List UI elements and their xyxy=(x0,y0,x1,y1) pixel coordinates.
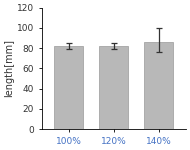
Bar xyxy=(144,42,173,129)
Bar xyxy=(99,46,128,129)
Bar xyxy=(54,46,83,129)
Y-axis label: length[mm]: length[mm] xyxy=(4,39,14,98)
